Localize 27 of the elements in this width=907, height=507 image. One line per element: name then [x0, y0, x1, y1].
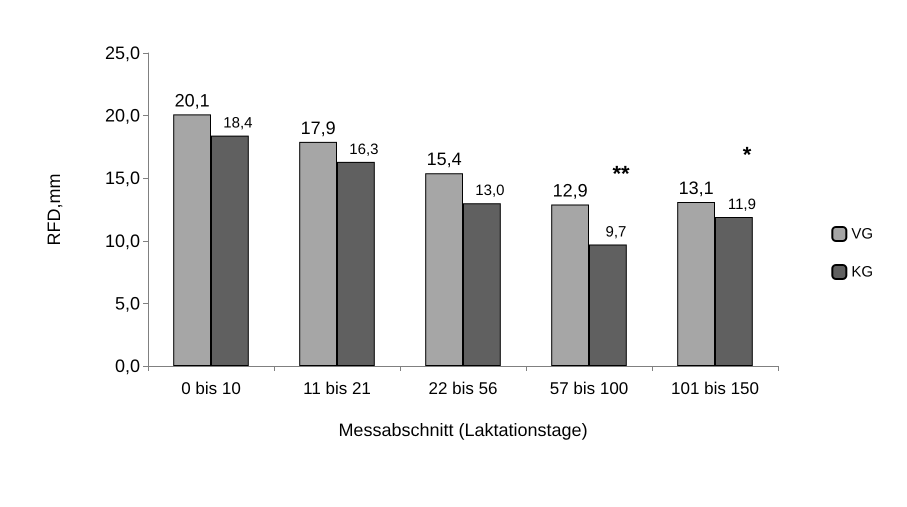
y-axis-title: RFD,mm	[44, 174, 64, 246]
annotation: **	[612, 160, 630, 186]
x-tick-label: 101 bis 150	[671, 379, 759, 398]
legend-label: KG	[851, 264, 874, 280]
data-label: 20,1	[174, 90, 210, 110]
data-label: 18,4	[223, 114, 252, 132]
data-label: 12,9	[552, 180, 588, 200]
data-label: 9,7	[605, 224, 626, 241]
y-tick-label: 20,0	[104, 106, 140, 126]
data-label: 16,3	[349, 140, 378, 158]
data-label: 15,4	[426, 149, 462, 170]
data-label: 11,9	[728, 196, 756, 214]
x-tick-label: 11 bis 21	[303, 379, 371, 398]
data-label: 13,1	[678, 178, 714, 198]
y-tick-label: 25,0	[104, 43, 140, 63]
data-label: 13,0	[475, 182, 504, 200]
y-tick-label: 0,0	[114, 356, 140, 376]
x-tick-label: 0 bis 10	[181, 379, 241, 398]
y-tick-label: 15,0	[104, 168, 140, 188]
y-tick-label: 10,0	[104, 230, 140, 251]
legend-label: VG	[851, 226, 874, 242]
x-tick-label: 22 bis 56	[428, 379, 498, 398]
x-axis-title: Messabschnitt (Laktationstage)	[338, 420, 588, 440]
data-label: 17,9	[300, 118, 336, 138]
x-tick-label: 57 bis 100	[550, 379, 628, 398]
annotation: *	[742, 142, 752, 168]
y-tick-label: 5,0	[114, 293, 140, 314]
